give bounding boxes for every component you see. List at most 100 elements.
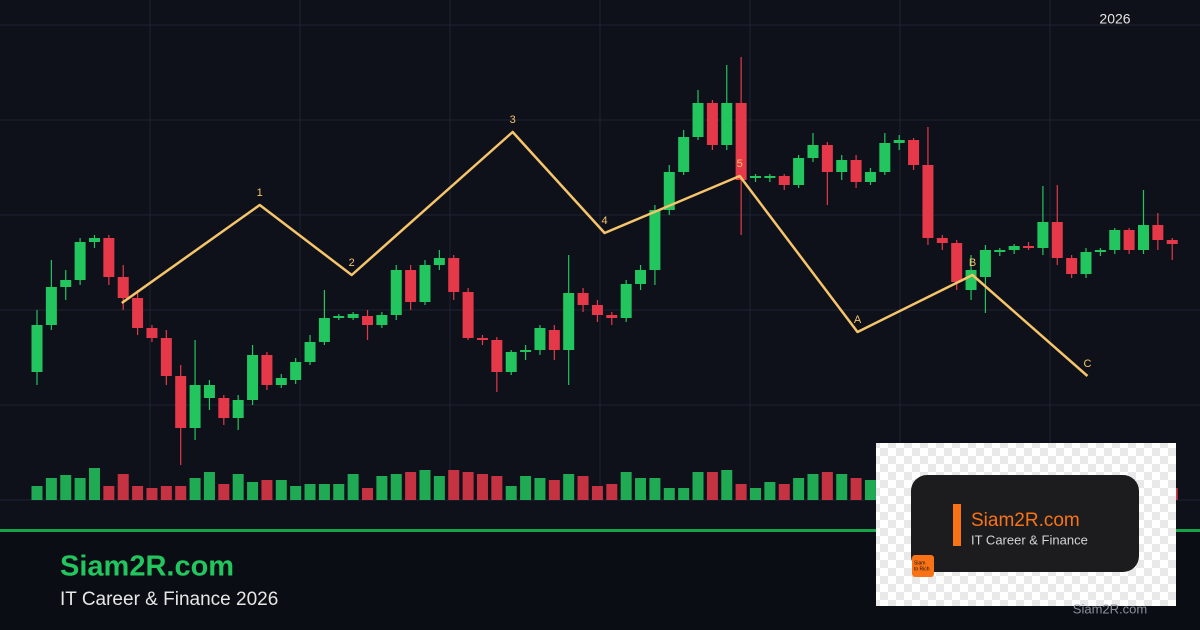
- logo-title: Siam2R.com: [971, 510, 1080, 531]
- candle-body: [577, 293, 589, 305]
- candle-body: [476, 338, 488, 340]
- candle-body: [1023, 246, 1035, 248]
- volume-bar: [275, 480, 287, 500]
- volume-bar: [678, 488, 690, 500]
- candle-body: [936, 238, 948, 243]
- watermark: Siam2R.com: [1073, 601, 1147, 616]
- volume-bar: [620, 472, 632, 500]
- volume-bar: [405, 472, 417, 500]
- volume-bar: [635, 478, 647, 500]
- volume-bar: [146, 488, 158, 500]
- volume-bar: [290, 486, 302, 500]
- candle-body: [31, 325, 43, 372]
- volume-bar: [606, 484, 618, 500]
- volume-bar: [304, 484, 316, 500]
- candle-body: [419, 265, 431, 302]
- volume-bar: [793, 478, 805, 500]
- volume-bar: [132, 486, 144, 500]
- candle-body: [534, 328, 546, 350]
- candle-body: [563, 293, 575, 350]
- candle-body: [750, 176, 761, 178]
- volume-bar: [419, 470, 431, 500]
- candle-body: [304, 342, 316, 362]
- candle-body: [836, 160, 848, 172]
- candle-body: [1066, 258, 1078, 274]
- brand-title: Siam2R.com: [60, 551, 234, 583]
- badge-line2: to Rich: [914, 566, 930, 572]
- candle-body: [1080, 252, 1092, 274]
- volume-bar: [764, 482, 776, 500]
- volume-bar: [706, 472, 718, 500]
- wave-line: [121, 130, 1089, 377]
- volume-bar: [74, 478, 86, 500]
- volume-bar: [778, 484, 790, 500]
- volume-bar: [45, 478, 57, 500]
- candle-body: [1109, 230, 1121, 250]
- volume-bar: [548, 480, 560, 500]
- candle-body: [247, 355, 259, 400]
- candle-body: [793, 158, 805, 185]
- volume-bar: [218, 484, 230, 500]
- candle-body: [850, 160, 862, 182]
- volume-bar: [390, 474, 402, 500]
- candle-body: [591, 305, 603, 315]
- volume-bar: [247, 482, 259, 500]
- candle-body: [778, 176, 790, 185]
- volume-bar: [175, 486, 187, 500]
- logo-subtitle: IT Career & Finance: [971, 532, 1088, 547]
- candle-body: [692, 103, 704, 137]
- candle-body: [160, 338, 172, 376]
- volume-bar: [821, 472, 833, 500]
- volume-bar: [836, 474, 848, 500]
- volume-bar: [232, 474, 244, 500]
- candle-body: [60, 280, 72, 287]
- candle-body: [347, 314, 359, 318]
- volume-bar: [735, 484, 747, 500]
- volume-bar: [347, 474, 359, 500]
- wave-label: 4: [602, 215, 608, 227]
- candle-body: [88, 238, 100, 242]
- volume-bar: [577, 476, 589, 500]
- volume-bar: [160, 486, 172, 500]
- wave-label: 5: [737, 158, 743, 170]
- candle-body: [390, 270, 402, 315]
- brand-subtitle: IT Career & Finance 2026: [60, 589, 278, 610]
- volume-bar: [448, 470, 460, 500]
- candle-body: [333, 316, 345, 318]
- wave-label: 2: [349, 257, 355, 269]
- footer-rule: [0, 529, 1200, 532]
- logo-badge: [912, 555, 934, 577]
- volume-bar: [376, 476, 388, 500]
- volume-bar: [520, 476, 532, 500]
- logo: Siam2R.com IT Career & Finance Siam to R…: [876, 443, 1176, 606]
- candle-body: [405, 270, 417, 302]
- candle-body: [1123, 230, 1135, 250]
- candle-body: [893, 140, 905, 143]
- volume-bar: [88, 468, 100, 500]
- candle-body: [606, 315, 618, 318]
- candle-body: [203, 385, 215, 398]
- candle-body: [879, 143, 891, 172]
- candle-body: [649, 210, 661, 270]
- volume-bar: [261, 480, 273, 500]
- logo-card: [911, 475, 1139, 572]
- candle-body: [448, 258, 460, 292]
- logo-bar: [953, 504, 961, 546]
- badge-line1: Siam: [914, 560, 925, 566]
- volume-bar: [721, 470, 733, 500]
- candle-body: [74, 242, 86, 280]
- candle-body: [678, 137, 690, 172]
- volume-bar: [534, 478, 546, 500]
- volume-bar: [807, 474, 819, 500]
- volume-bar: [318, 484, 330, 500]
- candle-body: [1152, 225, 1164, 240]
- volume-bar: [476, 474, 488, 500]
- volume-bar: [31, 486, 43, 500]
- candle-body: [994, 250, 1006, 252]
- wave-label: 3: [510, 114, 516, 126]
- candle-body: [1094, 250, 1106, 252]
- volume-bar: [649, 478, 661, 500]
- candle-body: [318, 318, 330, 342]
- candle-body: [462, 292, 474, 338]
- volume-bar: [692, 472, 704, 500]
